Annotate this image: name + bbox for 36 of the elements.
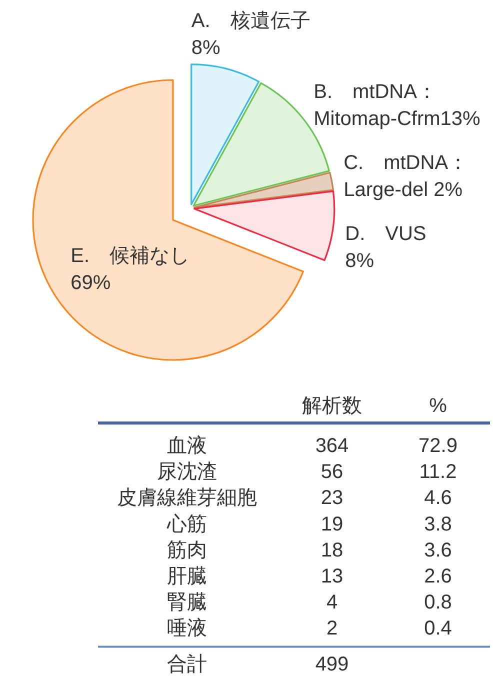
data-label: 4.6 [424,487,452,510]
text: 499 [315,654,349,676]
data-label: 18 [320,539,344,562]
category-label: 筋肉 [167,539,207,562]
data-label: 11.2 [419,461,457,484]
data-label: 4 [326,592,338,614]
data-label: 8% [345,250,374,272]
data-label: 56 [320,461,344,484]
data-label: 23 [320,487,344,510]
slice-label: D. VUS [345,222,426,245]
data-label: 69% [70,272,111,294]
data-label: 0.4 [424,618,452,640]
data-label: 3.8 [424,513,452,536]
data-label: 364 [315,435,349,457]
data-label: 2 [326,618,338,640]
category-label: 肝臓 [167,566,207,588]
slice-label: E. 候補なし [70,244,190,267]
data-label: 0.8 [424,592,452,614]
data-label: 8% [191,36,220,59]
category-label: 心筋 [166,513,207,536]
data-label: 72.9 [418,435,458,457]
data-label: 19 [320,513,344,536]
category-label: 血液 [167,435,207,457]
category-label: 腎臓 [167,592,207,614]
text: 解析数 [302,395,362,417]
text: 合計 [167,654,207,676]
category-label: 唾液 [167,618,207,640]
slice-label: C. mtDNA： Large-del 2% [344,152,468,201]
text: % [429,395,448,417]
category-label: 皮膚線維芽細胞 [117,487,257,510]
slice-label: B. mtDNA： Mitomap-Cfrm13% [314,80,481,130]
slice-label: A. 核遺伝子 [191,10,310,32]
data-label: 3.6 [424,539,452,562]
data-label: 13 [320,566,344,588]
data-label: 2.6 [424,566,452,588]
category-label: 尿沈渣 [157,461,217,484]
